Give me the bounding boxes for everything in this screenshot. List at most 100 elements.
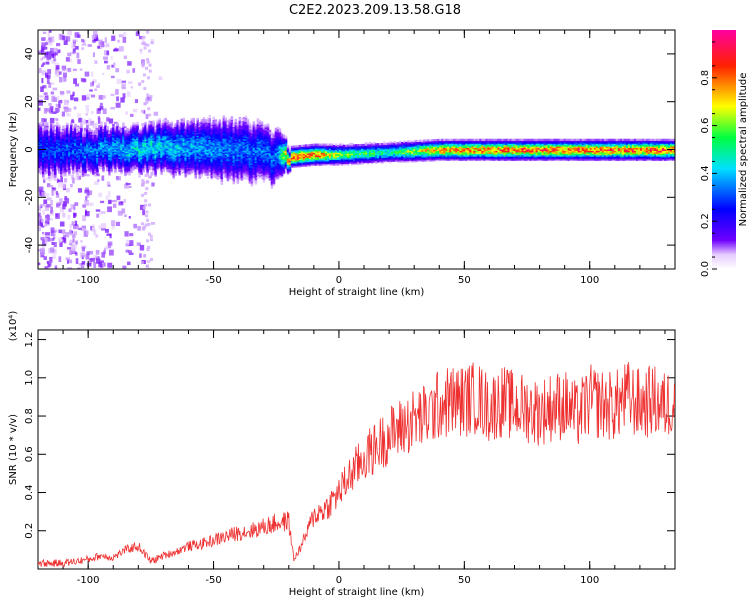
ridge-cell [182,143,185,146]
ridge-cell [58,144,61,147]
ridge-cell [94,132,97,135]
ridge-cell [242,139,246,143]
ridge-cell [54,129,57,132]
ridge-cell [200,170,204,173]
ridge-cell [230,130,234,133]
speckle [77,188,83,193]
ridge-cell [132,131,135,134]
ridge-cell [262,156,266,159]
ridge-cell [136,136,139,139]
ridge-cell [140,146,143,150]
ridge-cell [192,132,195,135]
speckle [63,40,68,45]
ridge-cell [242,121,246,124]
speckle [145,100,149,104]
ridge-cell [84,152,87,155]
ridge-cell [268,138,272,141]
ridge-cell [202,122,206,125]
ridge-cell [176,138,179,141]
ridge-cell [262,154,266,157]
ridge-cell [230,131,234,135]
ridge-cell [240,151,244,154]
ridge-cell [246,152,250,155]
speckle [126,69,130,74]
speckle [140,109,144,113]
ridge-cell [58,151,61,154]
ridge-cell [122,141,125,144]
ridge-cell [268,145,272,148]
ridge-cell [216,173,220,176]
ridge-cell [228,128,232,131]
speckle [94,60,98,65]
ridge-cell [250,128,254,131]
ridge-cell [182,168,185,171]
ridge-cell [168,143,171,147]
speckle [139,204,145,211]
ridge-cell [186,158,189,161]
ridge-cell [156,162,159,165]
ridge-cell [268,151,272,154]
ridge-cell [266,123,270,126]
ridge-cell [202,131,206,134]
ridge-cell [138,163,141,167]
ridge-cell [70,151,73,154]
ridge-cell [200,129,204,132]
ridge-cell [44,169,47,172]
ridge-cell [172,175,175,178]
ridge-cell [92,158,95,161]
ridge-cell [270,183,274,186]
speckle [48,30,52,33]
ridge-cell [228,168,232,171]
ridge-cell [88,155,91,158]
speckle [78,117,83,123]
ridge-cell [188,151,191,154]
ridge-cell [216,177,220,180]
ridge-cell [190,122,193,125]
ridge-cell [220,153,224,157]
ridge-cell [92,157,95,160]
ridge-cell [92,162,95,166]
ridge-cell [42,143,45,146]
ridge-cell [92,151,95,154]
ridge-cell [224,171,228,174]
ridge-cell [144,164,147,168]
ridge-cell [120,135,123,138]
ridge-cell [98,140,101,144]
ridge-cell [210,154,214,157]
ridge-cell [90,148,93,151]
ridge-cell [240,142,244,145]
ridge-cell [40,161,43,164]
speckle [111,224,115,230]
ridge-cell [202,158,206,161]
ridge-cell [54,166,57,170]
ridge-cell [112,138,115,141]
ridge-cell [106,150,109,153]
ridge-cell [44,129,47,132]
ridge-cell [164,150,167,154]
speckle [47,51,52,57]
ridge-cell [254,149,258,152]
ridge-cell [194,138,197,141]
ridge-cell [178,154,181,157]
ridge-cell [144,149,147,152]
ridge-cell [124,140,127,144]
ridge-cell [198,135,202,138]
speckle [38,50,42,53]
ridge-cell [242,171,246,174]
ridge-cell [180,143,183,146]
ridge-cell [190,155,193,158]
ridge-cell [96,173,99,176]
ridge-cell [84,167,87,171]
ridge-cell [86,154,89,157]
ridge-cell [232,173,236,176]
ridge-cell [76,166,79,169]
speckle [41,254,44,258]
ridge-cell [72,143,75,146]
speckle [68,208,72,213]
ridge-cell [152,151,155,155]
ridge-cell [268,168,272,171]
speckle [84,189,90,194]
ridge-cell [152,129,155,132]
ridge-cell [144,127,147,130]
ridge-cell [176,141,179,144]
